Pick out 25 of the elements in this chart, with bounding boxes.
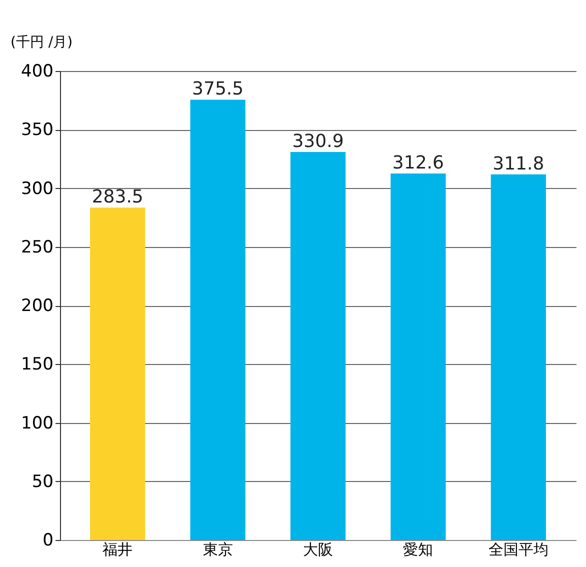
y-tick-label: 0	[42, 530, 54, 550]
y-tick-label: 300	[21, 178, 54, 199]
x-tick-label: 全国平均	[488, 540, 548, 558]
x-tick-label: 愛知	[403, 540, 434, 558]
bar	[90, 208, 146, 540]
data-label: 375.5	[192, 78, 244, 100]
x-tick-label: 大阪	[303, 540, 333, 558]
y-tick-label: 400	[21, 62, 54, 82]
bar	[390, 173, 446, 540]
y-tick-label: 50	[32, 472, 54, 492]
y-tick-label: 350	[21, 120, 54, 140]
y-tick-label: 250	[21, 237, 54, 258]
y-tick-label: 100	[21, 413, 54, 434]
bar	[290, 152, 346, 540]
data-label: 311.8	[492, 153, 544, 174]
y-tick-label: 200	[21, 296, 54, 316]
y-axis-title: (千円 /月)	[10, 34, 73, 50]
y-tick-label: 150	[21, 354, 54, 375]
data-label: 283.5	[92, 186, 144, 208]
bar	[490, 174, 546, 540]
data-label: 330.9	[292, 131, 344, 152]
x-tick-label: 東京	[202, 540, 233, 558]
bar	[190, 100, 246, 540]
x-tick-label: 福井	[102, 540, 133, 558]
data-label: 312.6	[392, 152, 444, 174]
